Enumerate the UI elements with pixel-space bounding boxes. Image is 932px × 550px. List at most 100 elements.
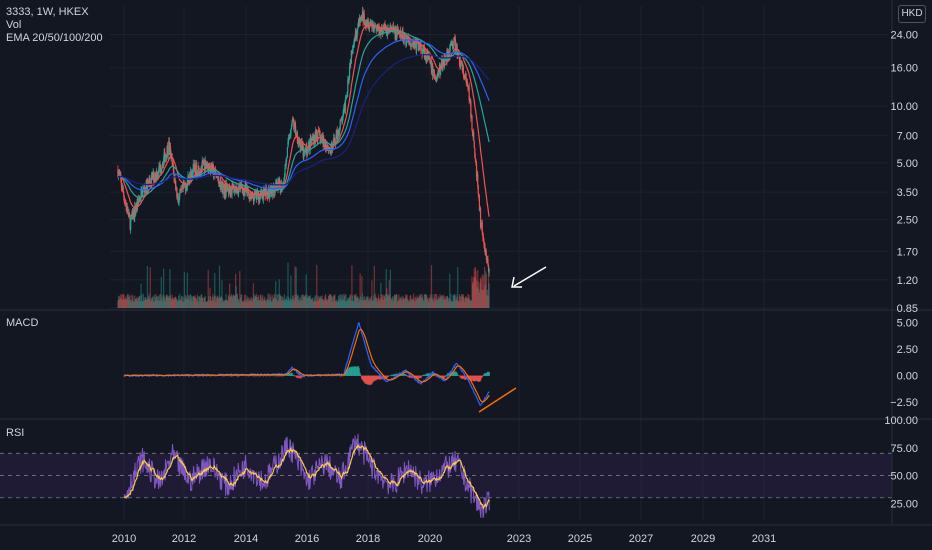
candle-body xyxy=(192,164,194,173)
volume-bar xyxy=(170,298,172,308)
rsi-tick-label: 100.00 xyxy=(884,415,918,427)
volume-bar xyxy=(476,287,478,308)
volume-bar xyxy=(196,294,199,308)
volume-bar xyxy=(344,301,347,308)
volume-bar xyxy=(257,294,259,308)
candle-body xyxy=(471,115,473,131)
volume-bar xyxy=(179,299,181,308)
symbol-title[interactable]: 3333, 1W, HKEX xyxy=(6,6,89,18)
volume-bar xyxy=(422,296,424,308)
volume-bar xyxy=(434,299,436,308)
volume-bar xyxy=(242,301,244,308)
volume-bar xyxy=(183,271,185,308)
annotation-arrow-shaft xyxy=(513,266,547,287)
volume-bar xyxy=(297,295,300,308)
candle-body xyxy=(318,130,320,132)
volume-bar xyxy=(323,299,325,308)
candle-body xyxy=(460,60,462,64)
candle-body xyxy=(485,250,487,257)
volume-bar xyxy=(160,293,162,308)
volume-bar xyxy=(185,299,187,308)
candle-body xyxy=(209,166,211,171)
candle-body xyxy=(286,147,289,158)
ema-label[interactable]: EMA 20/50/100/200 xyxy=(6,32,103,44)
macd-tick-label: 5.00 xyxy=(897,318,918,330)
candle-body xyxy=(386,30,389,36)
candle-body xyxy=(409,41,411,46)
candle-body xyxy=(357,22,359,28)
volume-bar xyxy=(176,298,178,308)
volume-bar xyxy=(202,301,205,308)
volume-bar xyxy=(139,301,142,308)
candle-body xyxy=(167,146,169,156)
volume-bar xyxy=(256,300,259,308)
volume-bar xyxy=(309,295,311,308)
currency-button[interactable]: HKD xyxy=(898,5,926,23)
volume-bar xyxy=(399,299,402,308)
candle-body xyxy=(248,192,250,195)
candle-body xyxy=(341,117,344,123)
macd-histogram-bar xyxy=(340,375,342,377)
macd-histogram-bar xyxy=(406,374,408,376)
volume-bar xyxy=(281,296,283,308)
volume-bar xyxy=(447,298,449,308)
volume-bar xyxy=(461,294,463,308)
candle-body xyxy=(326,145,328,149)
price-tick-label: 16.00 xyxy=(890,63,918,75)
volume-bar xyxy=(296,294,298,308)
volume-bar xyxy=(259,299,261,308)
candle-body xyxy=(256,190,259,196)
volume-bar xyxy=(435,301,437,308)
volume-label[interactable]: Vol xyxy=(6,19,22,31)
volume-bar xyxy=(288,299,290,308)
candle-body xyxy=(384,24,386,28)
volume-bar xyxy=(213,296,215,308)
volume-bar xyxy=(398,299,400,308)
volume-bar xyxy=(326,299,328,308)
volume-bar xyxy=(224,299,226,308)
volume-bar xyxy=(389,294,391,308)
volume-bar xyxy=(205,301,207,308)
volume-bar xyxy=(175,296,177,308)
volume-bar xyxy=(238,301,240,308)
candle-body xyxy=(142,189,144,197)
volume-bar xyxy=(347,297,350,308)
candle-body xyxy=(428,55,430,60)
volume-bar xyxy=(187,294,190,308)
volume-bar xyxy=(147,296,150,308)
candle-body xyxy=(260,189,262,197)
candle-body xyxy=(391,26,393,30)
volume-bar xyxy=(442,295,445,308)
candle-body xyxy=(199,170,201,173)
volume-bar xyxy=(180,299,182,308)
volume-bar xyxy=(402,297,405,308)
volume-bar xyxy=(321,295,323,308)
volume-bar xyxy=(380,294,383,308)
candle-body xyxy=(353,39,355,45)
volume-bar xyxy=(243,294,246,308)
volume-bar xyxy=(168,296,170,308)
time-tick-label: 2014 xyxy=(234,533,258,545)
volume-bar xyxy=(331,301,334,308)
volume-bar xyxy=(383,295,385,308)
volume-bar xyxy=(322,299,324,308)
candle-body xyxy=(295,126,297,136)
volume-bar xyxy=(461,294,463,308)
volume-bar xyxy=(458,301,460,308)
volume-bar xyxy=(356,297,358,308)
annotation-arrow-head xyxy=(511,276,522,288)
volume-bar xyxy=(269,296,271,308)
volume-bar xyxy=(341,295,343,308)
volume-bar xyxy=(268,300,270,308)
volume-bar xyxy=(300,300,302,308)
volume-bar xyxy=(474,266,477,308)
candle-body xyxy=(480,226,482,228)
candle-body xyxy=(449,47,451,57)
volume-bar xyxy=(174,297,176,308)
macd-pane xyxy=(123,321,490,406)
volume-bar xyxy=(453,295,455,308)
volume-bar xyxy=(410,298,412,308)
volume-bar xyxy=(207,301,209,308)
volume-bar xyxy=(316,264,318,308)
